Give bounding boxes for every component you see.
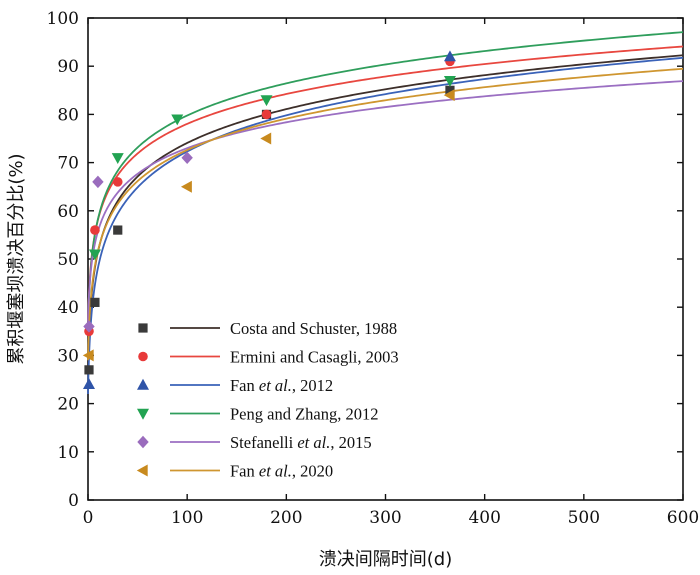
data-point-series-4 bbox=[181, 151, 193, 164]
legend-label-part: Stefanelli bbox=[230, 433, 297, 452]
data-point-series-5 bbox=[443, 89, 455, 102]
fit-curve-2 bbox=[87, 56, 684, 394]
y-tick-label: 40 bbox=[57, 298, 79, 318]
x-tick-label: 100 bbox=[171, 508, 203, 528]
legend: Costa and Schuster, 1988 Ermini and Casag… bbox=[136, 319, 399, 481]
y-tick-label: 70 bbox=[57, 154, 79, 174]
data-point-series-0 bbox=[84, 365, 94, 375]
x-tick-label: 200 bbox=[270, 508, 302, 528]
fit-curve-3 bbox=[87, 31, 684, 332]
x-tick-label: 600 bbox=[667, 508, 699, 528]
legend-label-part: Costa and Schuster, 1988 bbox=[230, 319, 397, 338]
x-axis-title: 溃决间隔时间(d) bbox=[319, 549, 452, 570]
data-point-series-4 bbox=[92, 175, 104, 189]
y-tick-label: 20 bbox=[57, 395, 79, 415]
data-point-series-3 bbox=[260, 95, 273, 107]
data-point-series-3 bbox=[88, 249, 101, 261]
legend-label-0: Costa and Schuster, 1988 bbox=[230, 319, 397, 338]
legend-label-part: Ermini and Casagli, 2003 bbox=[230, 348, 399, 367]
x-tick-label: 400 bbox=[468, 508, 500, 528]
y-axis-title: 累积堰塞坝溃决百分比(%) bbox=[6, 153, 27, 364]
y-tick-label: 80 bbox=[57, 105, 79, 125]
legend-label-part: et al. bbox=[297, 433, 330, 452]
legend-label-3: Peng and Zhang, 2012 bbox=[230, 405, 378, 424]
legend-label-part: , 2015 bbox=[330, 433, 371, 452]
data-point-series-1 bbox=[261, 109, 272, 120]
data-point-series-3 bbox=[171, 114, 184, 126]
data-points bbox=[82, 50, 456, 390]
legend-label-5: Fan et al., 2020 bbox=[230, 462, 333, 481]
fit-curve-5 bbox=[87, 67, 684, 361]
data-point-series-4 bbox=[83, 320, 95, 333]
axes: 0 100 200 300 400 500 600 0 10 20 30 40 50 60 70 80 90 10… bbox=[47, 9, 700, 528]
data-point-series-0 bbox=[90, 297, 100, 307]
data-point-series-5 bbox=[260, 132, 272, 145]
legend-label-part: Peng and Zhang, 2012 bbox=[230, 405, 378, 424]
data-point-series-0 bbox=[113, 225, 123, 235]
legend-marker-2 bbox=[137, 378, 149, 390]
y-tick-label: 30 bbox=[57, 346, 79, 366]
legend-label-1: Ermini and Casagli, 2003 bbox=[230, 348, 399, 367]
legend-marker-4 bbox=[137, 435, 149, 449]
x-tick-label: 0 bbox=[83, 508, 94, 528]
legend-label-part: , 2012 bbox=[292, 376, 333, 395]
legend-label-part: et al. bbox=[259, 462, 292, 481]
legend-marker-1 bbox=[138, 351, 148, 362]
data-point-series-2 bbox=[82, 378, 95, 390]
plot-frame bbox=[87, 17, 684, 501]
y-tick-label: 60 bbox=[57, 202, 79, 222]
y-tick-label: 10 bbox=[57, 443, 79, 463]
fit-curve-1 bbox=[87, 45, 684, 325]
x-tick-label: 300 bbox=[369, 508, 401, 528]
y-tick-label: 0 bbox=[68, 491, 79, 511]
data-point-series-1 bbox=[112, 177, 123, 187]
legend-marker-3 bbox=[137, 408, 149, 420]
data-point-series-0 bbox=[445, 85, 455, 95]
legend-marker-0 bbox=[138, 323, 148, 333]
legend-label-4: Stefanelli et al., 2015 bbox=[230, 433, 372, 452]
data-point-series-2 bbox=[443, 50, 456, 62]
legend-label-part: et al. bbox=[259, 376, 292, 395]
data-point-series-3 bbox=[443, 75, 456, 87]
y-tick-label: 50 bbox=[57, 250, 79, 270]
legend-label-part: , 2020 bbox=[292, 462, 333, 481]
legend-marker-5 bbox=[136, 464, 148, 477]
legend-label-part: Fan bbox=[230, 462, 259, 481]
fit-curves bbox=[87, 31, 684, 394]
data-point-series-3 bbox=[111, 153, 124, 164]
y-tick-label: 90 bbox=[57, 57, 79, 77]
legend-label-part: Fan bbox=[230, 376, 259, 395]
data-point-series-5 bbox=[82, 349, 94, 362]
x-tick-label: 500 bbox=[568, 508, 600, 528]
y-tick-label: 100 bbox=[47, 9, 79, 29]
data-point-series-1 bbox=[90, 225, 100, 235]
legend-label-2: Fan et al., 2012 bbox=[230, 376, 333, 395]
data-point-series-5 bbox=[180, 180, 192, 193]
